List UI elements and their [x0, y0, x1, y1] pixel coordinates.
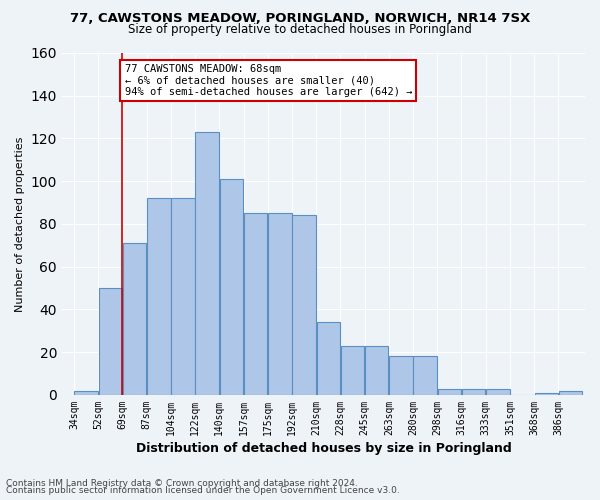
Bar: [74, 390, 98, 395]
Bar: [147, 198, 170, 395]
Bar: [292, 216, 316, 395]
Text: Contains public sector information licensed under the Open Government Licence v3: Contains public sector information licen…: [6, 486, 400, 495]
Bar: [244, 214, 268, 395]
Bar: [462, 388, 485, 395]
Text: 77, CAWSTONS MEADOW, PORINGLAND, NORWICH, NR14 7SX: 77, CAWSTONS MEADOW, PORINGLAND, NORWICH…: [70, 12, 530, 26]
Bar: [535, 393, 558, 395]
Bar: [437, 388, 461, 395]
Bar: [486, 388, 509, 395]
X-axis label: Distribution of detached houses by size in Poringland: Distribution of detached houses by size …: [136, 442, 511, 455]
Bar: [123, 243, 146, 395]
Bar: [171, 198, 195, 395]
Y-axis label: Number of detached properties: Number of detached properties: [15, 136, 25, 312]
Bar: [317, 322, 340, 395]
Text: 77 CAWSTONS MEADOW: 68sqm
← 6% of detached houses are smaller (40)
94% of semi-d: 77 CAWSTONS MEADOW: 68sqm ← 6% of detach…: [125, 64, 412, 97]
Bar: [196, 132, 219, 395]
Bar: [365, 346, 388, 395]
Bar: [268, 214, 292, 395]
Text: Size of property relative to detached houses in Poringland: Size of property relative to detached ho…: [128, 22, 472, 36]
Bar: [341, 346, 364, 395]
Bar: [413, 356, 437, 395]
Bar: [220, 179, 243, 395]
Bar: [389, 356, 413, 395]
Bar: [559, 390, 582, 395]
Text: Contains HM Land Registry data © Crown copyright and database right 2024.: Contains HM Land Registry data © Crown c…: [6, 478, 358, 488]
Bar: [98, 288, 122, 395]
